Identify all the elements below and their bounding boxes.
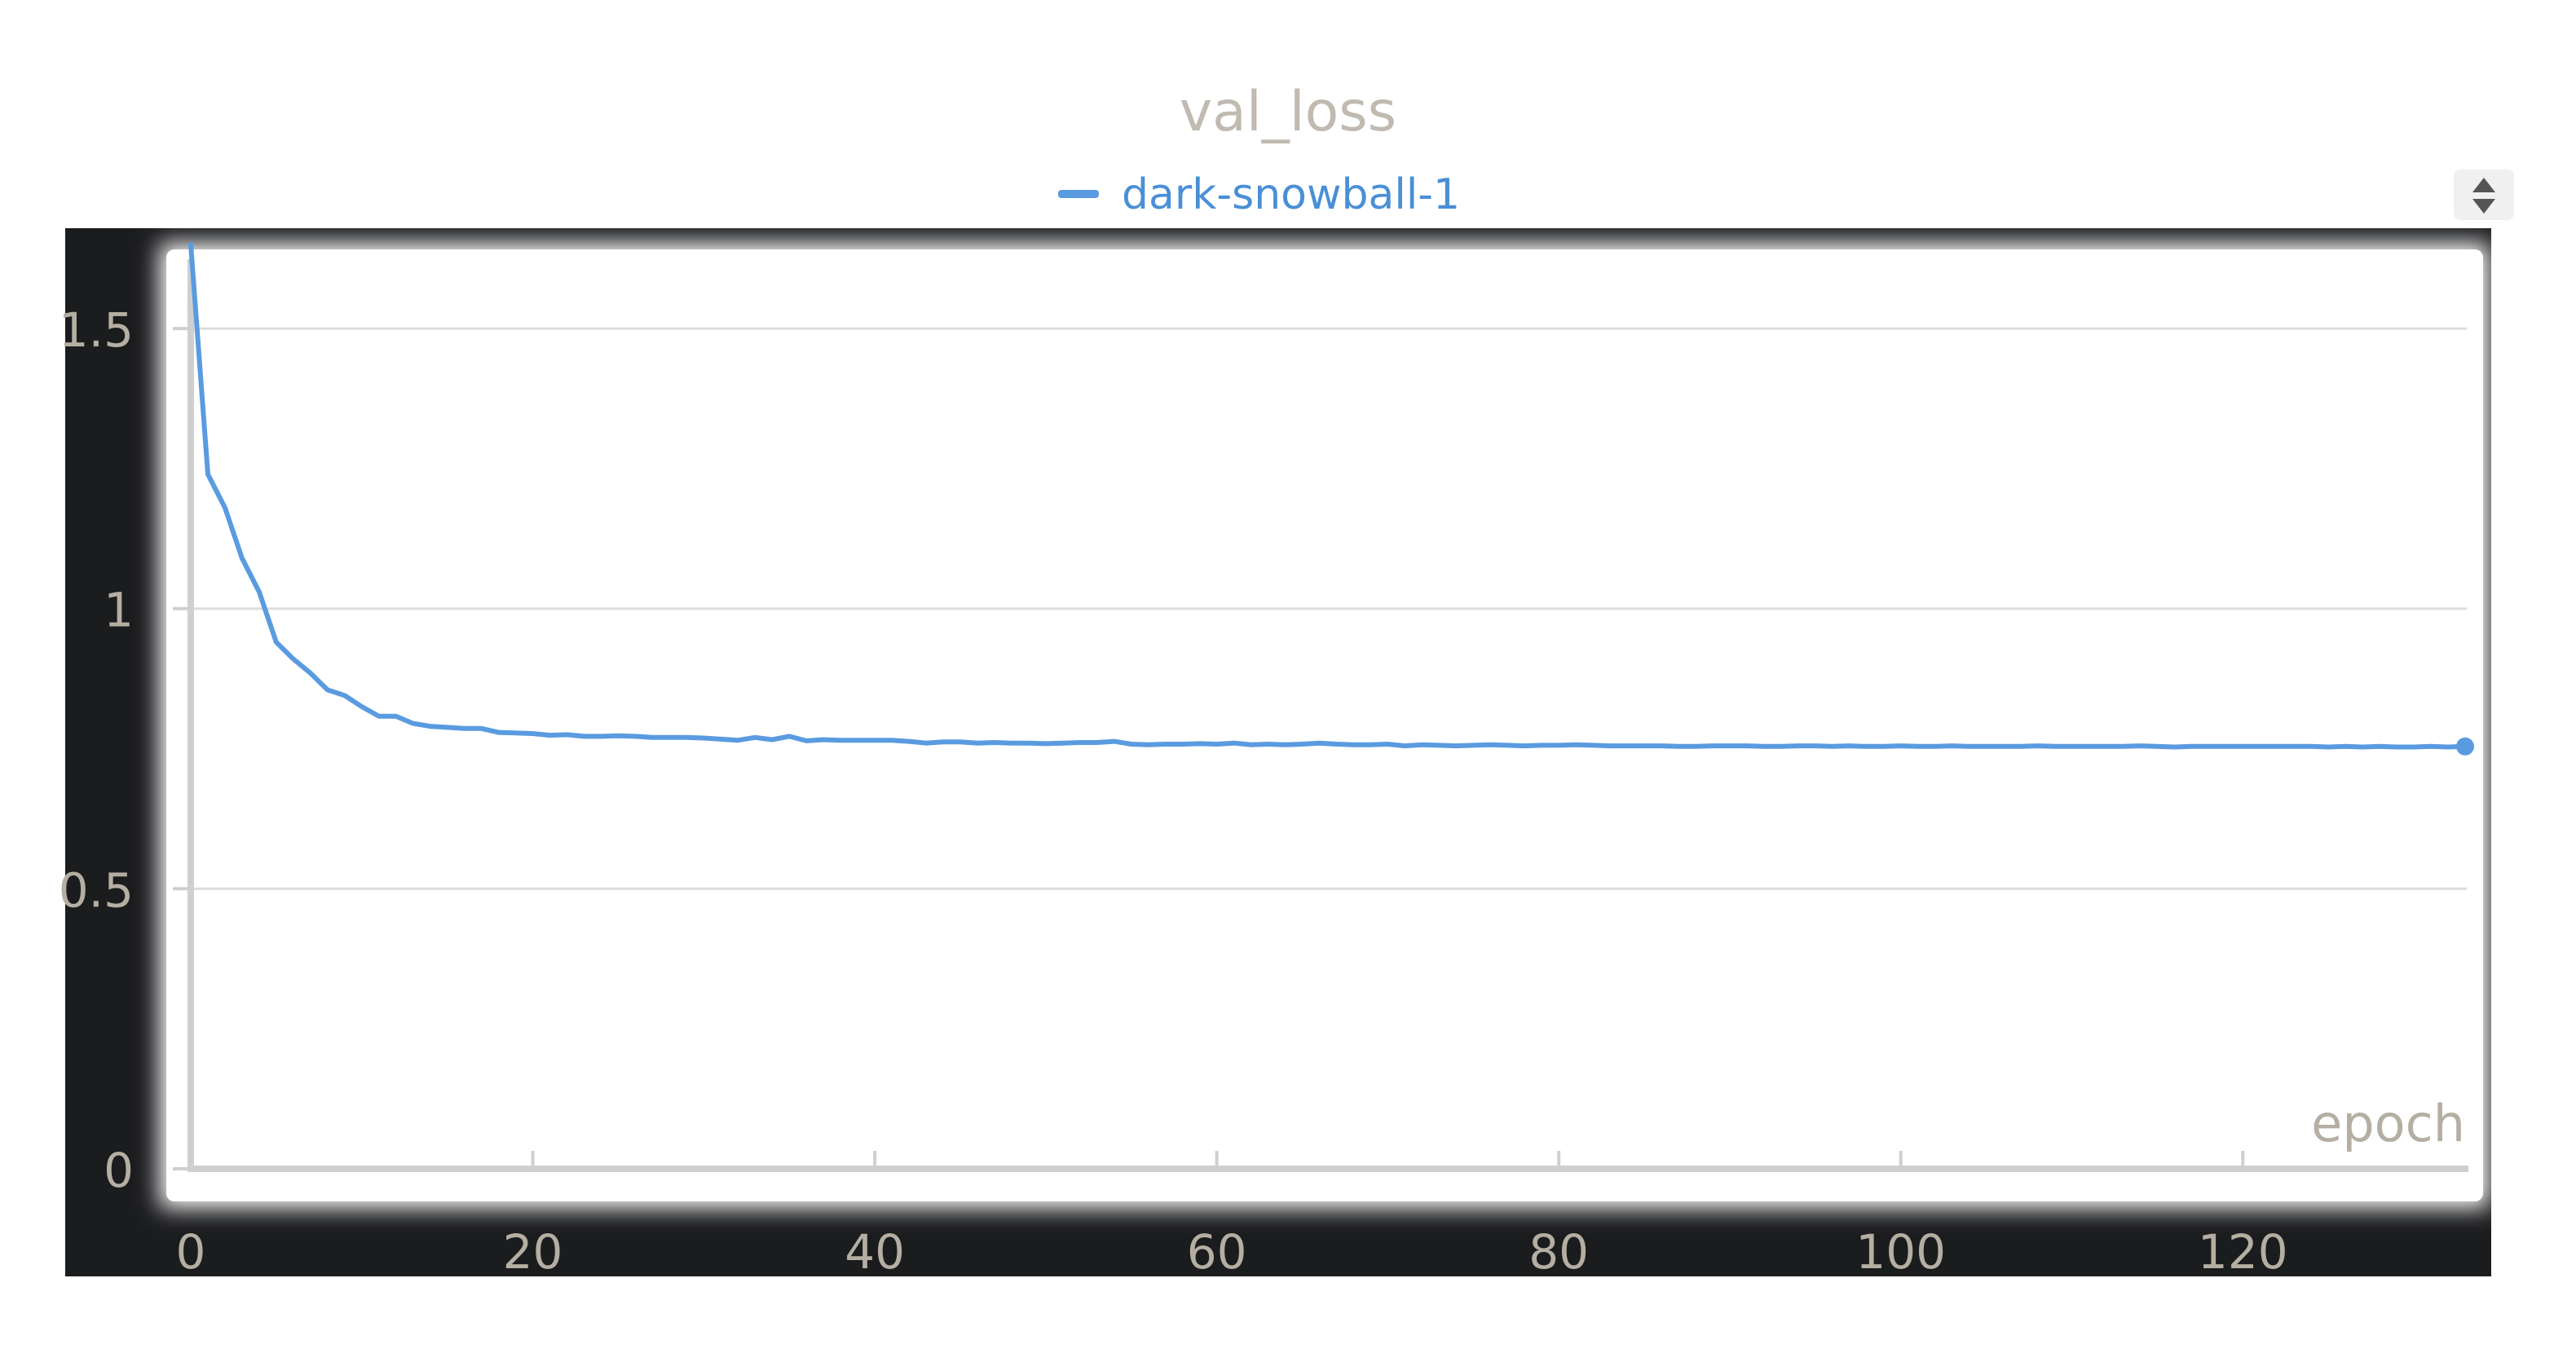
x-tick-label-40: 40 (845, 1224, 905, 1280)
legend-label: dark-snowball-1 (1122, 170, 1460, 219)
axes (173, 259, 2468, 1172)
x-tick-label-80: 80 (1528, 1224, 1589, 1280)
y-tick-label-1: 1 (104, 583, 134, 638)
series-endpoint-dark-snowball-1 (2456, 737, 2474, 756)
chart-title: val_loss (1180, 80, 1396, 144)
y-tick-label-1.5: 1.5 (59, 302, 134, 358)
series-line-dark-snowball-1 (188, 242, 2468, 750)
legend-swatch (1058, 190, 1099, 198)
grid (191, 327, 2467, 890)
y-tick-label-0: 0 (104, 1143, 134, 1198)
x-axis-label: epoch (2311, 1094, 2465, 1153)
up-down-arrows-icon[interactable] (2454, 170, 2514, 220)
series (188, 242, 2474, 756)
x-tick-label-100: 100 (1855, 1224, 1946, 1280)
x-tick-label-20: 20 (503, 1224, 563, 1280)
legend: dark-snowball-1 (1058, 170, 1460, 219)
x-tick-label-60: 60 (1187, 1224, 1247, 1280)
plot-area (166, 249, 2483, 1201)
tick-labels: 0 0.5 1 1.5 0 20 40 60 80 100 120 (59, 302, 2288, 1280)
y-tick-label-0.5: 0.5 (59, 862, 134, 918)
x-tick-label-0: 0 (176, 1224, 206, 1280)
x-tick-label-120: 120 (2198, 1224, 2288, 1280)
